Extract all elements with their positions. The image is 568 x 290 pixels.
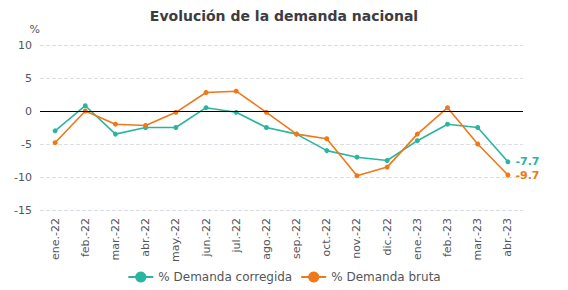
svg-text:-10: -10 (14, 171, 32, 184)
svg-text:% Demanda bruta: % Demanda bruta (331, 270, 441, 284)
svg-text:ene.-22: ene.-22 (49, 218, 62, 260)
svg-text:dic.-22: dic.-22 (381, 218, 394, 256)
svg-text:% Demanda corregida: % Demanda corregida (158, 270, 292, 284)
svg-text:oct.-22: oct.-22 (320, 218, 333, 257)
svg-text:10: 10 (18, 39, 32, 52)
svg-text:Evolución de la demanda nacion: Evolución de la demanda nacional (150, 8, 418, 24)
svg-text:-5: -5 (21, 138, 32, 151)
svg-text:-9.7: -9.7 (515, 169, 539, 182)
svg-text:abr.-23: abr.-23 (501, 218, 514, 257)
svg-text:sep.-22: sep.-22 (290, 218, 303, 259)
svg-text:abr.-22: abr.-22 (139, 218, 152, 257)
svg-text:feb.-23: feb.-23 (441, 218, 454, 257)
svg-text:-7.7: -7.7 (515, 155, 539, 168)
svg-text:jul.-22: jul.-22 (230, 218, 243, 254)
svg-text:0: 0 (25, 105, 32, 118)
svg-text:ene.-23: ene.-23 (411, 218, 424, 260)
svg-text:mar.-22: mar.-22 (109, 218, 122, 260)
svg-text:%: % (30, 23, 40, 36)
svg-text:-15: -15 (14, 204, 32, 217)
svg-text:mar.-23: mar.-23 (471, 218, 484, 260)
svg-text:may.-22: may.-22 (169, 218, 182, 262)
svg-text:jun.-22: jun.-22 (200, 218, 213, 257)
svg-text:5: 5 (25, 72, 32, 85)
svg-text:ago.-22: ago.-22 (260, 218, 273, 260)
svg-text:nov.-22: nov.-22 (350, 218, 363, 259)
svg-text:feb.-22: feb.-22 (79, 218, 92, 257)
